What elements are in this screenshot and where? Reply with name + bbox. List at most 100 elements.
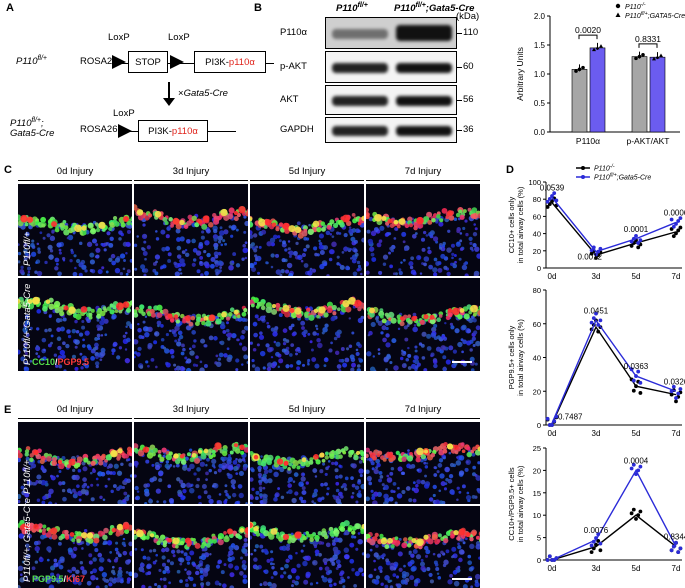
y-axis-label: in total airway cells (%) [516, 186, 525, 263]
column-header: 5d Injury [250, 166, 364, 177]
bar [590, 48, 605, 132]
bar [572, 69, 587, 132]
blot-kda-tick [457, 100, 462, 101]
y-axis-label: in total airway cells (%) [516, 465, 525, 542]
data-point [634, 374, 638, 378]
genotype-label-cre-2: Gata5-Cre [10, 128, 54, 139]
blot-band [332, 29, 388, 39]
column-header-line [18, 418, 132, 419]
x-tick-label: 0d [548, 429, 557, 438]
y-tick-label: 0.0 [534, 128, 546, 137]
loxp-label-3: LoxP [113, 108, 135, 119]
data-point [670, 393, 674, 397]
data-point [679, 387, 683, 391]
blot-strip [325, 117, 457, 143]
bar [650, 57, 665, 132]
row-label-control: P110fl/+ [22, 460, 33, 494]
p-value: 0.0076 [584, 526, 609, 535]
y-tick-label: 0.5 [534, 99, 546, 108]
legend-label: P110fl/+;GATA5-Cre [625, 11, 685, 20]
y-tick-label: 20 [533, 247, 541, 256]
bar [632, 57, 647, 132]
blot-strip [325, 51, 457, 83]
legend-marker [581, 175, 585, 179]
data-triangle [599, 44, 603, 48]
y-axis-label: Arbitrary Units [515, 47, 525, 101]
tissue-image [366, 184, 480, 276]
y-axis-label: CC10+ cells only [507, 197, 516, 254]
tissue-image [250, 184, 364, 276]
y-tick-label: 60 [533, 212, 541, 221]
column-header-line [366, 180, 480, 181]
data-point [676, 392, 680, 396]
y-tick-label: 1.5 [534, 41, 546, 50]
column-header: 5d Injury [250, 404, 364, 415]
p-value: 0.0006 [664, 208, 685, 217]
blot-row-label: p-AKT [280, 61, 307, 72]
x-tick-label: 0d [548, 272, 557, 281]
data-point [599, 247, 603, 251]
micrograph-panel [366, 278, 480, 371]
x-tick-label: 7d [672, 272, 681, 281]
blot-row-label: P110α [280, 27, 307, 38]
data-point [630, 511, 634, 515]
pi3k-box-2: PI3K-p110α [138, 120, 208, 142]
column-header: 7d Injury [366, 166, 480, 177]
p-value: 0.0539 [540, 183, 565, 192]
blot-band [332, 96, 388, 106]
stop-box: STOP [128, 51, 168, 73]
column-header-line [134, 180, 248, 181]
x-tick-label: 7d [672, 429, 681, 438]
y-tick-label: 2.0 [534, 12, 546, 21]
kda-label: (kDa) [456, 11, 479, 22]
data-dot [641, 53, 645, 57]
column-header: 3d Injury [134, 166, 248, 177]
pi3k-box-1: PI3K-p110α [194, 51, 266, 73]
data-point [555, 556, 559, 560]
x-tick-label: 3d [592, 564, 601, 573]
data-point [670, 548, 674, 552]
series-line [552, 515, 676, 560]
blot-row-label: GAPDH [280, 124, 314, 135]
data-point [596, 323, 600, 327]
blot-kda-tick [457, 67, 462, 68]
column-header-line [18, 180, 132, 181]
blot-kda-label: 110 [463, 27, 478, 38]
x-tick-label: 5d [632, 564, 641, 573]
micrograph-panel [250, 422, 364, 504]
column-header: 7d Injury [366, 404, 480, 415]
data-point [639, 238, 643, 242]
y-axis-label: in total airway cells (%) [516, 319, 525, 396]
panel-label-c: C [4, 164, 12, 176]
blot-band [396, 126, 452, 136]
tissue-image [250, 506, 364, 588]
column-header-line [250, 180, 364, 181]
micrograph-panel [250, 184, 364, 276]
data-point [550, 423, 554, 427]
blot-kda-tick [457, 130, 462, 131]
y-tick-label: 20 [533, 387, 541, 396]
data-point [634, 517, 638, 521]
data-triangle [659, 53, 663, 57]
y-tick-label: 60 [533, 320, 541, 329]
data-point [679, 547, 683, 551]
rosa26-label-2: ROSA26 [80, 124, 118, 135]
y-tick-label: 10 [533, 511, 541, 520]
data-dot [638, 55, 642, 59]
blot-col-1: P110fl/+ [336, 2, 368, 14]
y-tick-label: 25 [533, 444, 541, 453]
y-tick-label: 0 [537, 264, 541, 273]
x-tick-label: 3d [592, 272, 601, 281]
legend-label: P110-/- [594, 164, 615, 173]
p-value: 0.0020 [575, 25, 601, 35]
data-point [594, 536, 598, 540]
micrograph-panel [366, 506, 480, 588]
tissue-image [366, 278, 480, 371]
column-header-line [366, 418, 480, 419]
y-tick-label: 15 [533, 489, 541, 498]
data-point [636, 513, 640, 517]
scale-bar [452, 578, 472, 580]
micrograph-panel [366, 184, 480, 276]
legend-marker [581, 166, 585, 170]
column-header-line [134, 418, 248, 419]
